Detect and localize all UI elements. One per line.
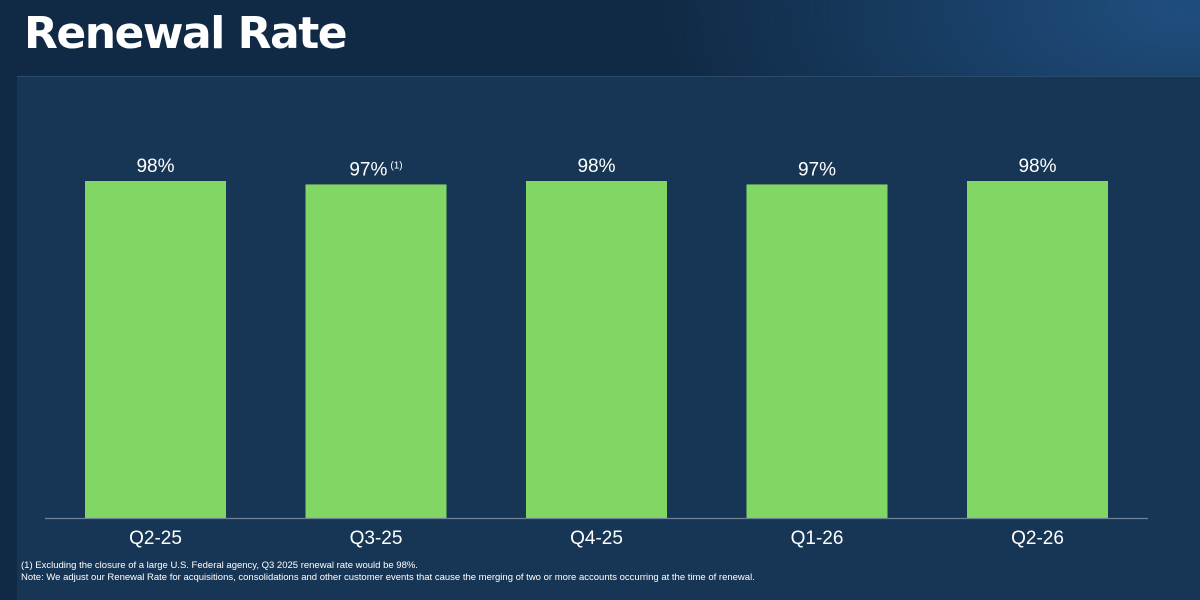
footnote-1: (1) Excluding the closure of a large U.S…: [21, 560, 418, 571]
x-tick-label-q4-25: Q4-25: [570, 528, 623, 549]
x-tick-label-q2-25: Q2-25: [129, 528, 182, 549]
data-label-q2-25: 98%: [136, 156, 174, 177]
bar-q2-26: [967, 181, 1108, 518]
bar-q4-25: [526, 181, 667, 518]
data-label-q1-26: 97%: [798, 159, 836, 180]
x-tick-label-q1-26: Q1-26: [791, 528, 844, 549]
footnotes: (1) Excluding the closure of a large U.S…: [21, 560, 755, 584]
bar-q1-26: [746, 184, 888, 518]
bar-q3-25: [305, 184, 447, 518]
x-tick-label-q3-25: Q3-25: [350, 528, 403, 549]
x-tick-label-q2-26: Q2-26: [1011, 528, 1064, 549]
footnote-note: Note: We adjust our Renewal Rate for acq…: [21, 572, 755, 583]
data-label-q3-25: 97% (1): [349, 159, 402, 180]
data-label-q4-25: 98%: [577, 156, 615, 177]
data-label-q2-26: 98%: [1018, 156, 1056, 177]
bar-q2-25: [85, 181, 226, 518]
page-title: Renewal Rate: [24, 8, 348, 59]
